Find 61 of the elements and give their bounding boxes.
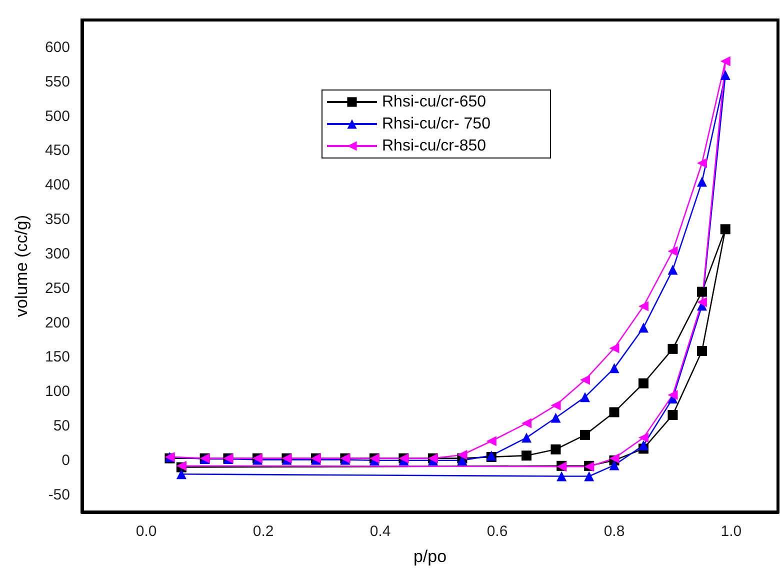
x-tick-label: 1.0 [720, 523, 742, 540]
point [457, 450, 468, 460]
y-tick-label: 250 [44, 280, 70, 297]
x-tick-label: 0.0 [136, 523, 157, 540]
x-tick-label: 0.4 [370, 523, 391, 540]
point [550, 400, 561, 410]
legend-label: Rhsi-cu/cr-850 [382, 138, 486, 154]
point [580, 392, 590, 402]
point [668, 410, 678, 420]
point [638, 440, 648, 450]
point [556, 471, 567, 482]
legend-label: Rhsi-cu/cr- 750 [382, 116, 491, 132]
point [696, 346, 707, 356]
y-tick-label: 400 [44, 176, 70, 194]
point [668, 246, 678, 256]
point [550, 444, 561, 454]
y-tick-label: 100 [44, 383, 70, 400]
point [638, 378, 648, 388]
point [550, 412, 561, 423]
point [720, 56, 730, 66]
point [486, 436, 496, 446]
y-tick-label: 50 [53, 417, 70, 434]
y-tick-label: 600 [44, 39, 70, 56]
y-tick-label: -50 [48, 486, 70, 504]
point [638, 301, 648, 312]
legend-label: Rhsi-cu/cr-650 [382, 94, 486, 110]
point [720, 224, 730, 234]
point [609, 407, 620, 418]
point [522, 450, 532, 461]
x-tick-label: 0.8 [604, 523, 625, 540]
point [696, 158, 707, 168]
point [609, 343, 620, 354]
point [696, 176, 707, 187]
y-tick-label: 150 [44, 348, 70, 366]
point [176, 469, 186, 480]
x-tick-label: 0.6 [486, 523, 508, 540]
point [638, 322, 648, 333]
point [522, 418, 532, 428]
point [580, 430, 590, 440]
y-tick-label: 350 [44, 211, 70, 228]
point [668, 264, 678, 275]
point [720, 70, 730, 80]
point [638, 432, 648, 443]
y-tick-label: 200 [44, 314, 70, 332]
y-tick-label: 0 [62, 452, 70, 469]
y-tick-label: 550 [44, 73, 70, 90]
point [696, 286, 707, 297]
y-tick-label: 450 [44, 142, 70, 160]
point [580, 374, 590, 385]
point [609, 363, 620, 374]
point [522, 432, 532, 443]
point [584, 471, 594, 482]
y-axis-title: volume (cc/g) [12, 214, 31, 318]
point [668, 390, 678, 400]
point [668, 344, 678, 354]
point [609, 460, 620, 470]
x-tick-label: 0.2 [252, 523, 274, 540]
y-tick-label: 300 [44, 245, 70, 262]
x-axis-title: p/po [413, 547, 447, 566]
point [696, 297, 707, 308]
y-tick-label: 500 [44, 108, 70, 125]
